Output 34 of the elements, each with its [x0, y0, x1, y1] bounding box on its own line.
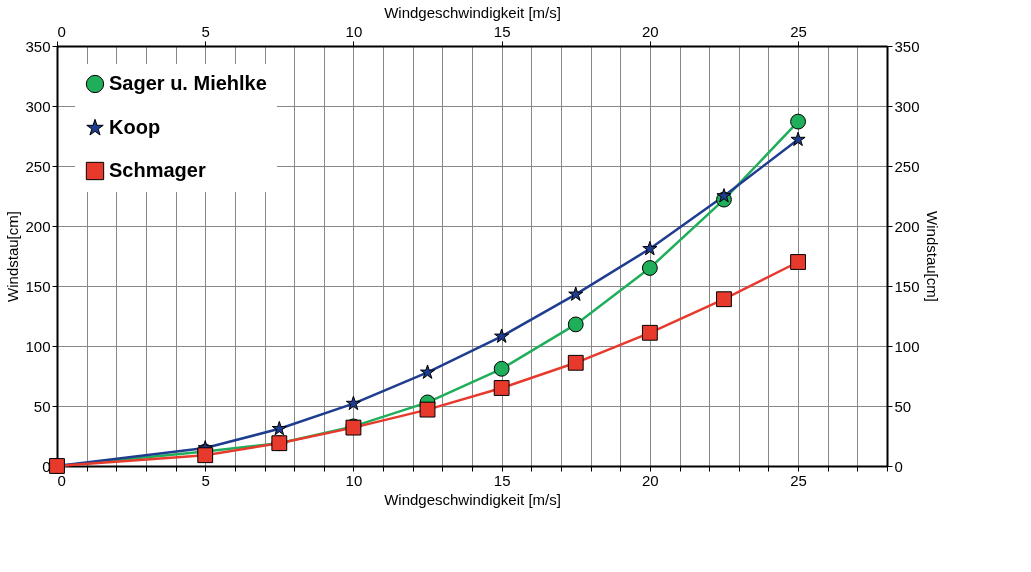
x-tick-label: 10	[345, 471, 363, 489]
x2-tick-label: 0	[57, 22, 66, 40]
x-tick-label: 25	[790, 471, 807, 489]
x2-tick-label: 5	[201, 22, 210, 40]
y-tick-label: 50	[33, 397, 51, 415]
y2-tick-label: 350	[894, 37, 920, 55]
y-axis-title: Windstau[cm]	[4, 211, 22, 302]
x2-tick-label: 10	[345, 22, 363, 40]
y2-tick-label: 150	[894, 277, 920, 295]
x-axis-title: Windgeschwindigkeit [m/s]	[384, 490, 561, 508]
y2-tick-label: 250	[894, 157, 920, 175]
legend-label: Koop	[109, 116, 161, 138]
x2-axis-title: Windgeschwindigkeit [m/s]	[384, 3, 561, 21]
y2-tick-label: 100	[894, 337, 920, 355]
y2-tick-label: 300	[894, 97, 920, 115]
y-tick-label: 200	[25, 217, 51, 235]
y-tick-label: 350	[25, 37, 51, 55]
y-tick-label: 300	[25, 97, 51, 115]
x2-tick-label: 20	[642, 22, 659, 40]
x-tick-label: 15	[493, 471, 511, 489]
x-tick-label: 5	[201, 471, 210, 489]
x-tick-label: 20	[642, 471, 659, 489]
legend-label: Schmager	[109, 159, 206, 181]
y-tick-label: 100	[25, 337, 51, 355]
legend-label: Sager u. Miehlke	[109, 72, 267, 94]
y2-axis-title: Windstau[cm]	[923, 211, 941, 302]
y2-tick-label: 0	[894, 457, 903, 475]
y-tick-label: 250	[25, 157, 51, 175]
x-tick-label: 0	[57, 471, 66, 489]
y-tick-label: 150	[25, 277, 51, 295]
x2-tick-label: 25	[790, 22, 807, 40]
y2-tick-label: 50	[894, 397, 912, 415]
y2-tick-label: 200	[894, 217, 920, 235]
x2-tick-label: 15	[493, 22, 511, 40]
